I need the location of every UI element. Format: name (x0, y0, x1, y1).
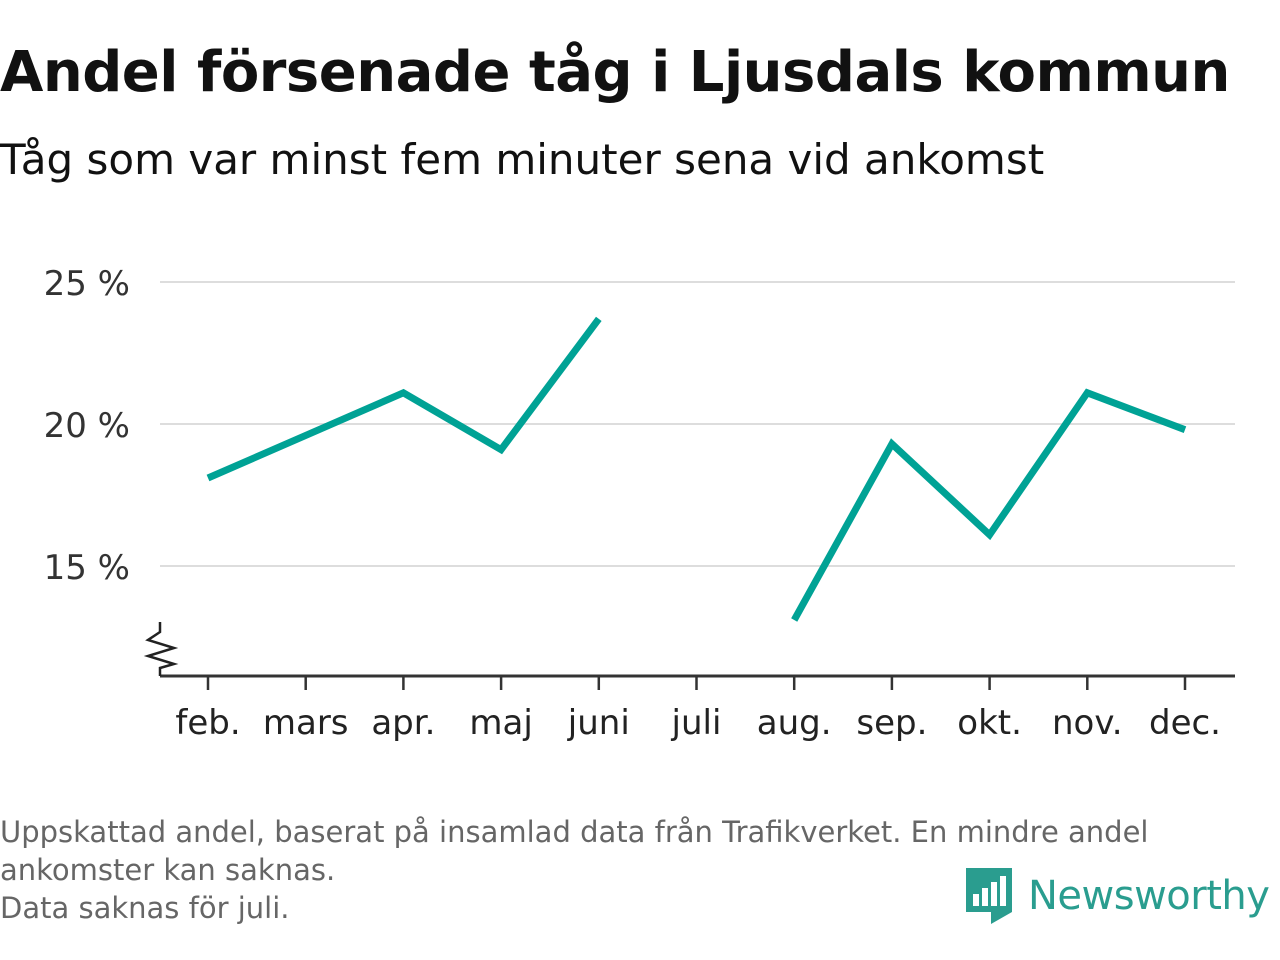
footnote-line-1: Uppskattad andel, baserat på insamlad da… (0, 815, 1149, 849)
x-tick-label: okt. (957, 703, 1022, 743)
footnote-line-2: ankomster kan saknas. (0, 853, 336, 887)
y-tick-label: 25 % (44, 264, 130, 304)
series-line-segment-1 (206, 316, 602, 482)
series-line-segment-2 (791, 388, 1187, 622)
x-tick-label: dec. (1149, 703, 1221, 743)
x-tick-label: maj (469, 703, 532, 743)
newsworthy-logo-icon (966, 868, 1012, 924)
x-tick-label: sep. (856, 703, 927, 743)
x-tick-label: juni (567, 703, 630, 743)
y-tick-label: 20 % (44, 406, 130, 446)
gridlines (160, 281, 1235, 567)
x-tick-label: mars (263, 703, 349, 743)
y-axis-labels: 15 % 20 % 25 % (44, 264, 130, 588)
axis-break-icon (143, 622, 179, 676)
series-lines (206, 316, 1187, 622)
footnote-line-3: Data saknas för juli. (0, 891, 290, 925)
newsworthy-logo: Newsworthy (964, 866, 1270, 926)
y-tick-label: 15 % (44, 548, 130, 588)
chart-subtitle: Tåg som var minst fem minuter sena vid a… (0, 135, 1045, 184)
x-axis (143, 622, 1235, 690)
footnote: Uppskattad andel, baserat på insamlad da… (0, 813, 1270, 927)
chart-title: Andel försenade tåg i Ljusdals kommun (0, 40, 1230, 105)
x-tick-label: nov. (1052, 703, 1123, 743)
x-tick-label: juli (671, 703, 722, 743)
x-tick-label: apr. (371, 703, 435, 743)
x-tick-label: aug. (757, 703, 832, 743)
x-axis-labels: feb. mars apr. maj juni juli aug. sep. okt. nov. d… (175, 703, 1221, 743)
newsworthy-logo-text: Newsworthy (1028, 873, 1270, 919)
x-tick-label: feb. (175, 703, 240, 743)
line-chart: 15 % 20 % 25 % feb. mars apr. maj juni juli aug.… (44, 264, 1235, 743)
